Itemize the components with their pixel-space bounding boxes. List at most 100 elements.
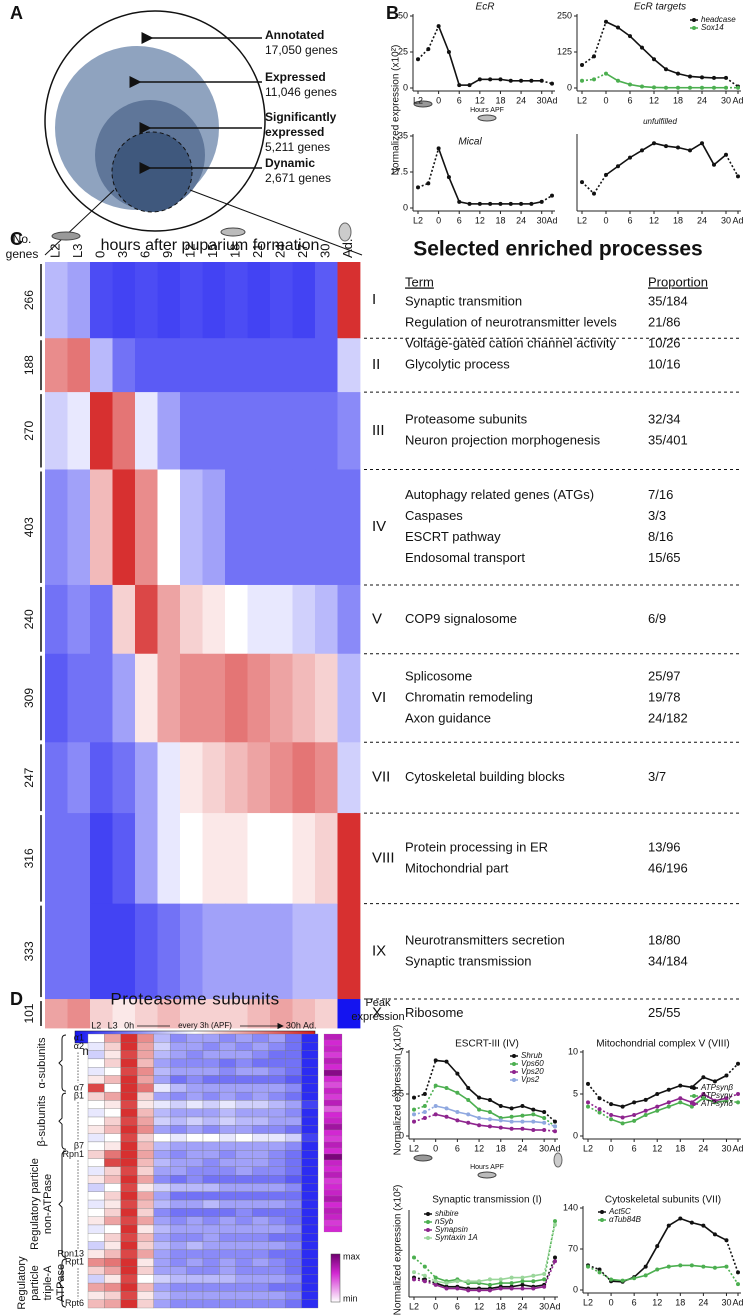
y-tick-label: 0 (573, 1284, 578, 1294)
heatmap-cell (186, 1075, 204, 1084)
heatmap-cell (120, 1258, 138, 1267)
data-point (701, 1096, 706, 1101)
line-segment (543, 1111, 556, 1123)
data-point (487, 1282, 492, 1287)
data-point (609, 1117, 614, 1122)
x-tick-label: 0 (603, 95, 608, 105)
term: Caspases (405, 508, 463, 523)
heatmap-cell (202, 1233, 220, 1242)
data-point (542, 1277, 547, 1282)
heatmap-cell (104, 1208, 122, 1217)
term: Endosomal transport (405, 550, 525, 565)
heatmap-cell (104, 1233, 122, 1242)
heatmap-cell (137, 1067, 154, 1076)
data-point (416, 185, 420, 190)
heatmap-cell (157, 584, 181, 655)
x-tick-label: 6 (632, 1143, 637, 1153)
x-tick-label: Ad (549, 1301, 560, 1311)
heatmap-cell (202, 1241, 220, 1251)
heatmap-cell (268, 1199, 286, 1209)
heatmap-cell (252, 1116, 269, 1126)
heatmap-cell (268, 1133, 286, 1143)
data-point (678, 1216, 683, 1221)
cluster-id: VII (372, 769, 390, 786)
column-label: L2 (91, 1020, 101, 1030)
heatmap-cell (137, 1125, 154, 1134)
line-segment (633, 1265, 647, 1278)
heatmap-cell (225, 469, 248, 586)
heatmap-cell (268, 1058, 286, 1068)
heatmap-cell (268, 1224, 286, 1234)
data-point (498, 1125, 503, 1130)
data-point (542, 1284, 547, 1289)
heatmap-cell (292, 262, 316, 339)
heatmap-cell (202, 1116, 220, 1126)
x-tick-label: 12 (649, 95, 659, 105)
legend-label: Act5C (608, 1207, 631, 1216)
line-segment (417, 48, 429, 60)
heatmap-cell (90, 262, 113, 339)
peak-cell (323, 1057, 343, 1065)
x-tick-label: 6 (455, 1143, 460, 1153)
heatmap-cell (186, 1158, 204, 1167)
heatmap-cell (169, 1266, 187, 1275)
line-segment (691, 1076, 704, 1088)
heatmap-cell (87, 1291, 105, 1300)
peak-cell (323, 1147, 343, 1155)
heatmap-cell (247, 469, 271, 586)
data-point (509, 1286, 514, 1291)
heatmap-cell (252, 1108, 269, 1118)
heatmap-cell (104, 1042, 122, 1051)
heatmap-cell (169, 1166, 187, 1176)
x-tick-label: 12 (649, 215, 659, 225)
data-point (498, 77, 503, 82)
x-tick-label: 18 (675, 1297, 685, 1307)
heatmap-cell (120, 1125, 138, 1134)
heatmap-cell (120, 1183, 138, 1192)
heatmap-cell (90, 813, 113, 905)
heatmap-cell (180, 262, 203, 339)
heatmap-cell (225, 338, 248, 393)
proportion: 25/97 (648, 668, 681, 683)
heatmap-cell (87, 1274, 105, 1284)
heatmap-cell (252, 1208, 269, 1217)
heatmap-cell (169, 1067, 187, 1076)
term: Proteasome subunits (405, 412, 528, 427)
x-tick-label: 30 (721, 1297, 731, 1307)
line-segment (448, 51, 460, 86)
heatmap-cell (284, 1108, 302, 1118)
line-segment (456, 1092, 469, 1101)
heatmap-cell (284, 1150, 302, 1159)
heatmap-title: Proteasome subunits (110, 989, 279, 1008)
line-segment (653, 142, 667, 147)
pupa-icon (220, 227, 246, 237)
data-point (586, 1264, 590, 1269)
y-tick-label: 10 (568, 1046, 578, 1056)
data-point (520, 1275, 525, 1280)
heatmap-cell (247, 903, 271, 1000)
heatmap-cell (219, 1100, 237, 1109)
data-point (509, 1275, 514, 1280)
data-point (498, 1118, 503, 1123)
data-point (466, 1288, 471, 1293)
data-point (678, 1083, 683, 1088)
heatmap-cell (252, 1150, 269, 1159)
data-point (444, 1286, 449, 1291)
heatmap-cell (235, 1042, 253, 1051)
data-point (664, 67, 668, 72)
x-tick-label: 12 (474, 1301, 484, 1311)
heatmap-cell (252, 1175, 269, 1184)
data-point (444, 1106, 449, 1111)
heatmap-cell (284, 1241, 302, 1251)
heatmap-cell (235, 1133, 253, 1143)
heatmap-cell (235, 1067, 253, 1076)
heatmap-cell (292, 999, 316, 1029)
cluster-id: III (372, 422, 385, 439)
heatmap-cell (292, 903, 316, 1000)
chart-title: Synaptic transmission (I) (432, 1195, 541, 1206)
heatmap-cell (87, 1125, 105, 1134)
heatmap-cell (268, 1067, 286, 1076)
heatmap-cell (202, 1091, 220, 1101)
heatmap-cell (157, 469, 181, 586)
heatmap-cell (270, 338, 293, 393)
